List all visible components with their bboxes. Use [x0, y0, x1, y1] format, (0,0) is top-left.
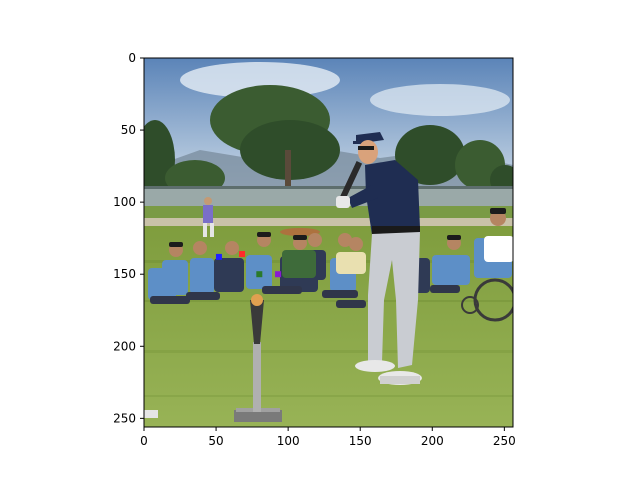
pixel-marker [275, 271, 282, 278]
background-player [203, 197, 214, 237]
dirt-track [144, 218, 513, 226]
y-tick-label: 250 [113, 411, 136, 425]
cloud [180, 62, 340, 98]
dirt-patch [280, 228, 320, 236]
x-axis: 0 50 100 150 200 250 [140, 427, 516, 448]
outfield-wall [144, 188, 513, 206]
y-axis: 0 50 100 150 200 250 [113, 51, 144, 425]
cloud [370, 84, 510, 116]
y-tick-label: 0 [128, 51, 136, 65]
pixel-marker [215, 253, 222, 260]
pixel-marker [239, 251, 246, 258]
x-tick-label: 250 [493, 434, 516, 448]
ground-object [144, 410, 158, 418]
x-tick-label: 50 [208, 434, 223, 448]
axes-frame [143, 57, 514, 428]
batting-tee [234, 294, 282, 422]
seated-crowd [148, 208, 513, 322]
outfield-wall-top [144, 186, 513, 189]
x-tick-label: 150 [349, 434, 372, 448]
pixel-marker [256, 271, 263, 278]
x-tick-label: 0 [140, 434, 148, 448]
annotation-markers [215, 251, 282, 278]
y-tick-label: 50 [121, 123, 136, 137]
y-tick-label: 150 [113, 267, 136, 281]
y-tick-label: 100 [113, 195, 136, 209]
outfield-grass [144, 206, 513, 220]
x-tick-label: 100 [277, 434, 300, 448]
x-tick-label: 200 [421, 434, 444, 448]
photo-image [144, 58, 513, 427]
y-tick-label: 200 [113, 339, 136, 353]
trees [144, 85, 513, 200]
coach-batter [336, 132, 422, 385]
